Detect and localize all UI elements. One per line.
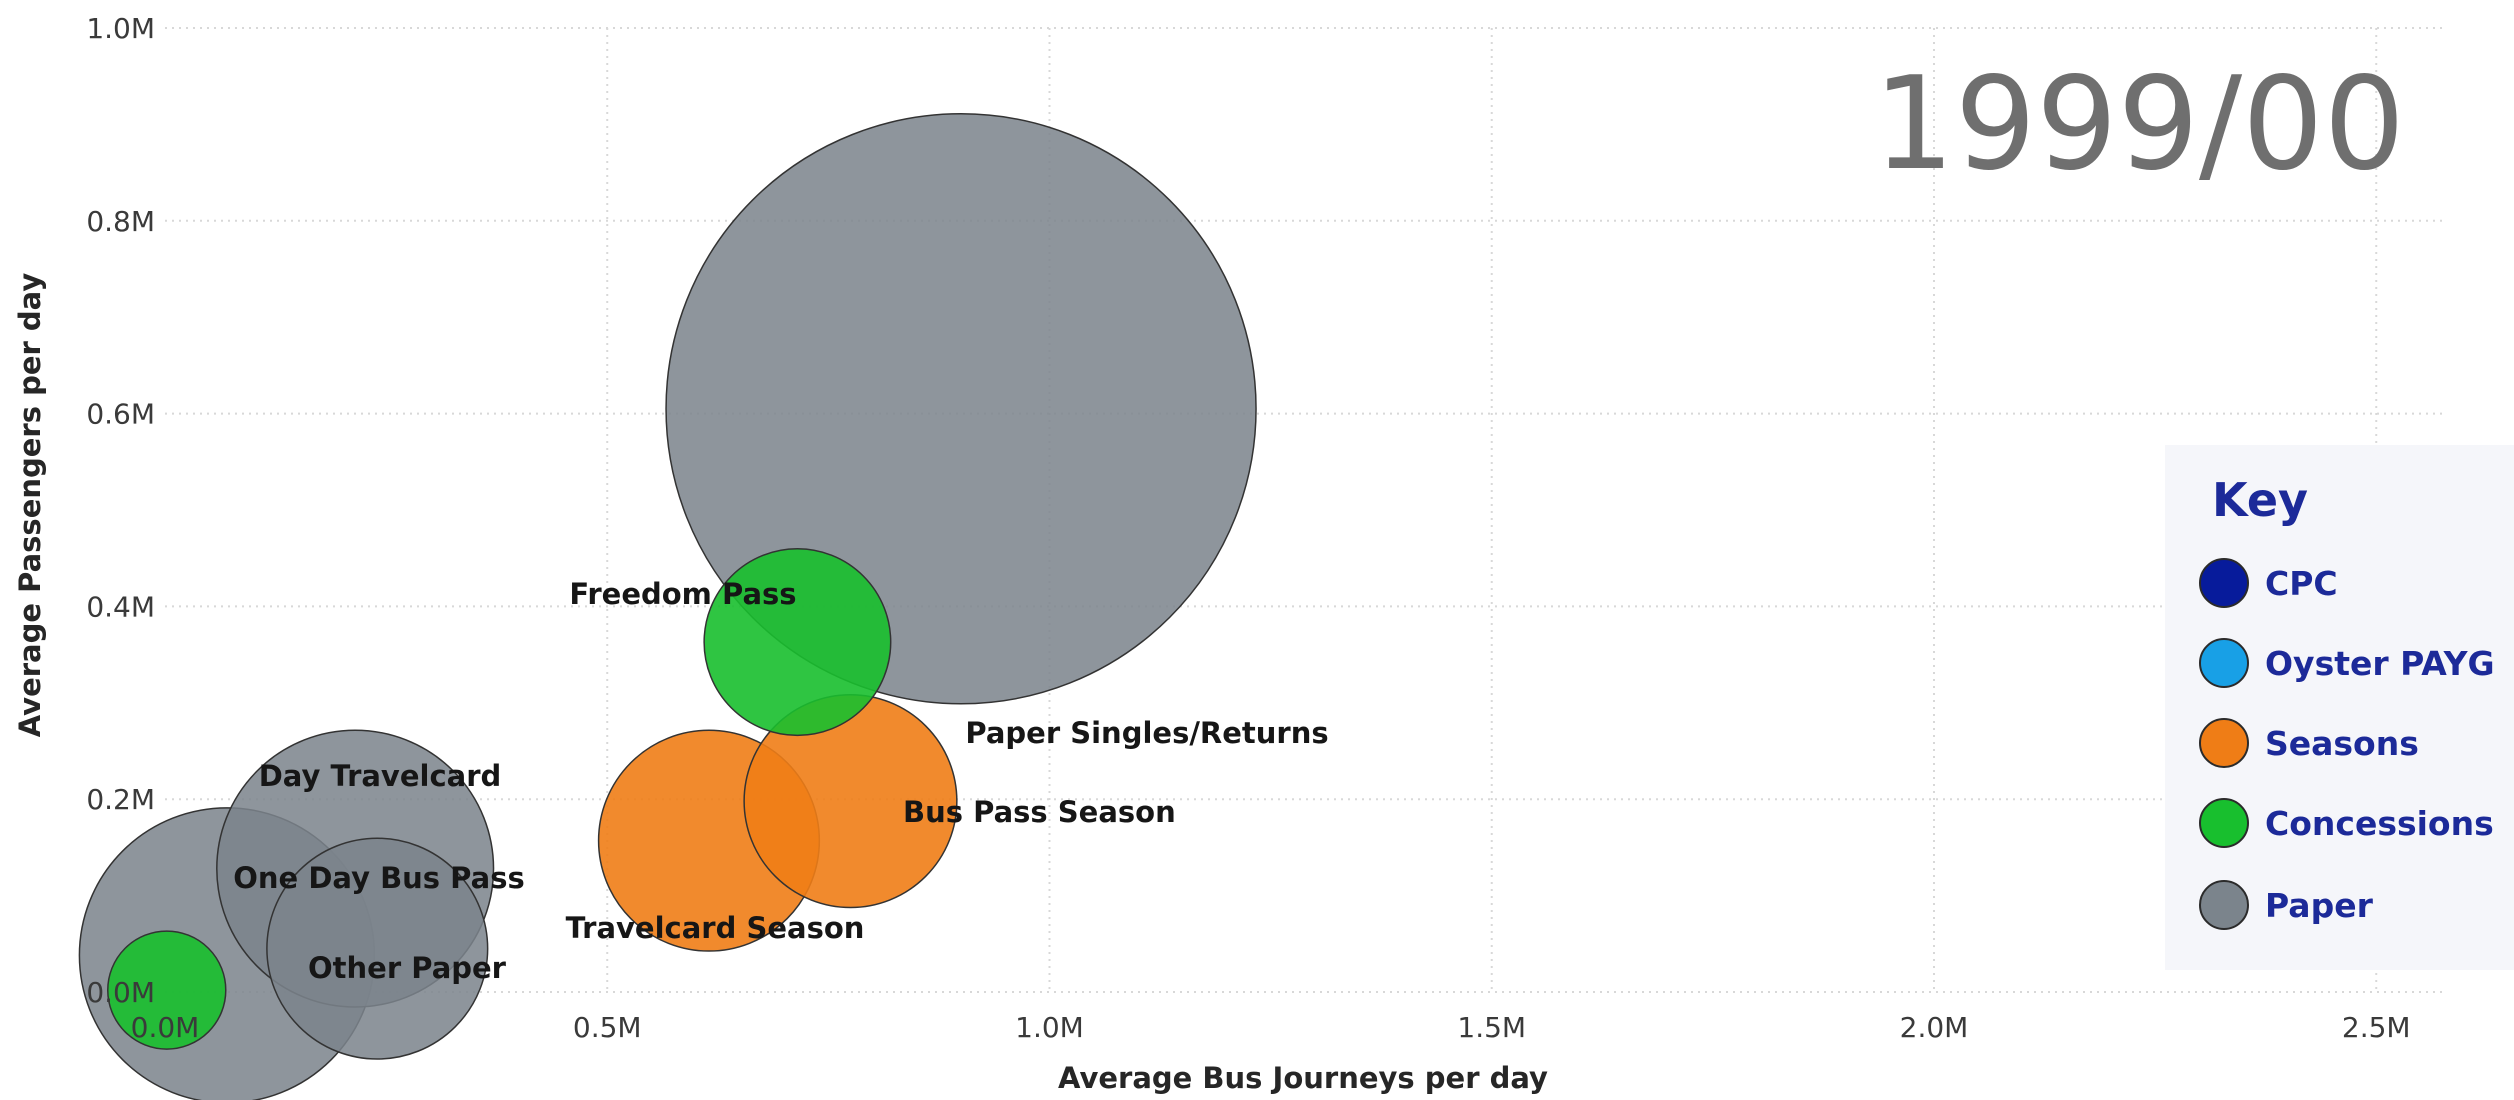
x-tick-label: 1.5M xyxy=(1457,1011,1526,1044)
label-paper-singles-returns: Paper Singles/Returns xyxy=(965,716,1328,750)
tick-labels: 0.0M 0.2M 0.4M 0.6M 0.8M 1.0M 0.0M 0.5M 1.0M 1.5M… xyxy=(86,12,2410,1044)
legend-key: Key CPC Oyster PAYG Seasons Concessions … xyxy=(2165,445,2514,970)
bubble-other-paper xyxy=(266,837,489,1060)
x-tick-label: 0.0M xyxy=(131,1011,200,1044)
label-travelcard-season: Travelcard Season xyxy=(566,911,865,945)
key-label-concessions: Concessions xyxy=(2265,803,2494,843)
bubble-concessions xyxy=(107,930,227,1050)
label-other-paper: Other Paper xyxy=(308,951,507,985)
paper-swatch xyxy=(2199,880,2249,930)
y-axis-title: Average Passengers per day xyxy=(13,273,47,738)
seasons-swatch xyxy=(2199,718,2249,768)
key-label-oyster-payg: Oyster PAYG xyxy=(2265,643,2495,683)
grid-lines xyxy=(165,27,2447,993)
key-item-cpc: CPC xyxy=(2199,553,2338,613)
x-tick-label: 2.0M xyxy=(1900,1011,1969,1044)
y-tick-label: 0.8M xyxy=(86,205,155,238)
label-day-travelcard: Day Travelcard xyxy=(259,759,502,793)
oyster-payg-swatch xyxy=(2199,638,2249,688)
x-axis-title: Average Bus Journeys per day xyxy=(1058,1061,1548,1095)
bubbles xyxy=(78,113,1257,1100)
year-label: 1999/00 xyxy=(1873,50,2405,199)
key-item-seasons: Seasons xyxy=(2199,713,2419,773)
x-tick-label: 0.5M xyxy=(573,1011,642,1044)
key-item-oyster-payg: Oyster PAYG xyxy=(2199,633,2495,693)
y-tick-label: 0.6M xyxy=(86,398,155,431)
concessions-swatch xyxy=(2199,798,2249,848)
key-label-seasons: Seasons xyxy=(2265,723,2419,763)
label-one-day-bus-pass: One Day Bus Pass xyxy=(233,861,525,895)
key-item-paper: Paper xyxy=(2199,875,2373,935)
key-title: Key xyxy=(2211,473,2309,527)
label-bus-pass-season: Bus Pass Season xyxy=(903,795,1176,829)
key-label-cpc: CPC xyxy=(2265,563,2338,603)
key-item-concessions: Concessions xyxy=(2199,793,2494,853)
y-tick-label: 0.2M xyxy=(86,783,155,816)
x-tick-label: 1.0M xyxy=(1015,1011,1084,1044)
key-label-paper: Paper xyxy=(2265,885,2373,925)
bubble-freedom-pass xyxy=(703,548,892,737)
y-tick-label: 0.0M xyxy=(86,976,155,1009)
y-tick-label: 0.4M xyxy=(86,590,155,623)
label-freedom-pass: Freedom Pass xyxy=(569,577,796,611)
point-labels: Freedom Pass Paper Singles/Returns Bus Pas… xyxy=(233,577,1328,985)
x-tick-label: 2.5M xyxy=(2342,1011,2411,1044)
cpc-swatch xyxy=(2199,558,2249,608)
y-tick-label: 1.0M xyxy=(86,12,155,45)
